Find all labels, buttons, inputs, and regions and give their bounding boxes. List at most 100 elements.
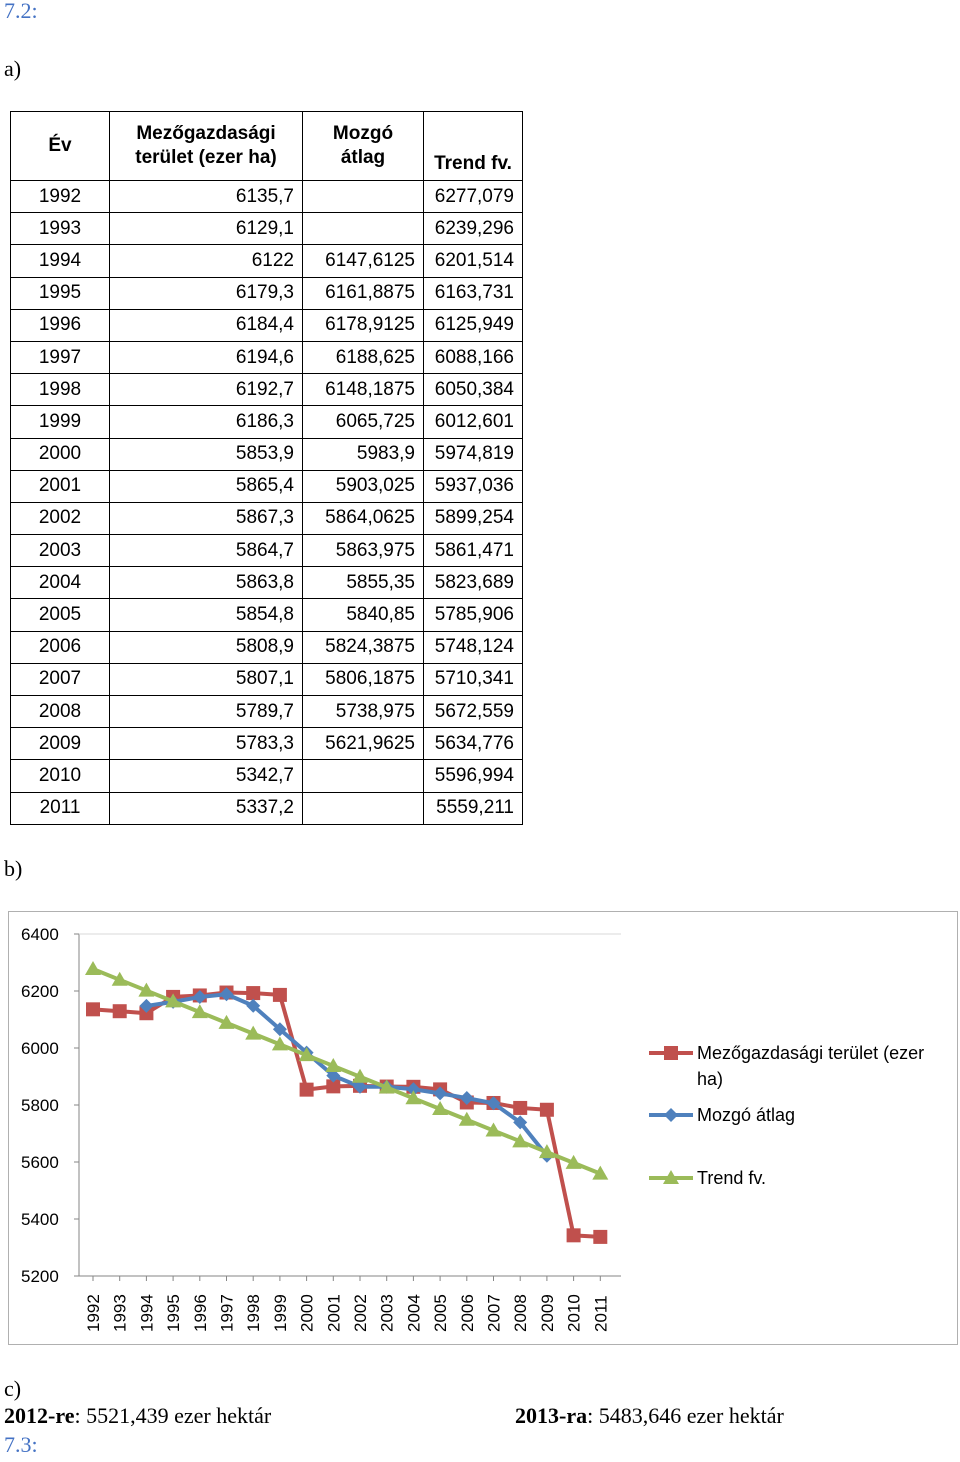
x-tick-label: 2008 xyxy=(511,1294,530,1332)
x-tick-label: 2000 xyxy=(298,1294,317,1332)
y-tick-label: 6400 xyxy=(21,925,59,944)
cell-moving-average: 6161,8875 xyxy=(302,276,424,310)
x-tick-label: 1997 xyxy=(218,1294,237,1332)
moving-average-series-point xyxy=(513,1115,528,1130)
cell-year: 2009 xyxy=(10,727,110,761)
cell-moving-average: 6147,6125 xyxy=(302,244,424,278)
table-row: 1997 6194,6 6188,625 6088,166 xyxy=(10,340,523,375)
trend-series-point xyxy=(352,1068,368,1083)
cell-year: 2007 xyxy=(10,662,110,697)
table-row: 1998 6192,7 6148,1875 6050,384 xyxy=(10,373,523,407)
trend-series-point xyxy=(298,1047,315,1062)
table-row: 1999 6186,3 6065,725 6012,601 xyxy=(10,405,523,439)
area-series-point xyxy=(326,1079,341,1094)
cell-area: 5808,9 xyxy=(109,630,303,664)
y-tick-label: 5400 xyxy=(21,1210,59,1229)
cell-area: 6192,7 xyxy=(109,373,303,407)
chart-svg: 6400 6200 6000 5800 5600 5400 5200 1992 1993 1994… xyxy=(21,925,929,1332)
cell-year: 1994 xyxy=(10,244,110,278)
cell-area: 5337,2 xyxy=(109,791,303,825)
answer-2013: 2013-ra: 5483,646 ezer hektár xyxy=(515,1404,784,1428)
subsection-b-label: b) xyxy=(4,856,23,881)
cell-trend: 5634,776 xyxy=(423,727,523,761)
cell-moving-average: 5738,975 xyxy=(302,694,424,729)
section-number-text: 7.3 xyxy=(4,1432,32,1457)
cell-year: 1996 xyxy=(10,308,110,342)
table-header-row: Év Mezőgazdasági terület (ezer ha) Mozgó… xyxy=(10,111,523,181)
cell-trend: 6012,601 xyxy=(423,405,523,439)
cell-year: 2000 xyxy=(10,437,110,471)
table-body: 1992 6135,7 6277,079 1993 6129,1 6239,296 1994… xyxy=(10,179,523,825)
trend-series-point xyxy=(111,971,128,986)
cell-moving-average: 5855,35 xyxy=(302,566,424,600)
trend-series-point xyxy=(405,1090,422,1105)
subsection-a-label: a) xyxy=(4,56,22,81)
cell-trend: 6050,384 xyxy=(423,373,523,407)
cell-area: 5867,3 xyxy=(109,501,303,536)
x-tick-label: 2007 xyxy=(485,1294,504,1332)
moving-average-series-point xyxy=(406,1082,421,1097)
cell-moving-average xyxy=(302,212,424,246)
cell-trend: 5748,124 xyxy=(423,630,523,664)
cell-moving-average: 5840,85 xyxy=(302,598,424,632)
legend-swatch-marker xyxy=(663,1170,679,1184)
trend-series-point xyxy=(458,1111,475,1126)
x-tick-label: 2004 xyxy=(404,1294,423,1332)
table-row: 2007 5807,1 5806,1875 5710,341 xyxy=(10,662,523,697)
cell-trend: 6277,079 xyxy=(423,179,523,214)
line-chart: 6400 6200 6000 5800 5600 5400 5200 1992 1993 1994… xyxy=(8,911,958,1345)
table-row: 2008 5789,7 5738,975 5672,559 xyxy=(10,694,523,729)
moving-average-series-point xyxy=(192,990,207,1005)
area-series-point xyxy=(593,1229,608,1244)
legend-label-trend: Trend fv. xyxy=(697,1168,766,1188)
moving-average-series-point xyxy=(219,987,234,1002)
trend-series-point xyxy=(432,1101,449,1116)
cell-area: 5853,9 xyxy=(109,437,303,471)
table-row: 2002 5867,3 5864,0625 5899,254 xyxy=(10,501,523,536)
x-tick-label: 1994 xyxy=(137,1294,156,1332)
cell-trend: 5710,341 xyxy=(423,662,523,697)
answer-2012-label: 2012-re xyxy=(4,1403,75,1428)
x-tick-label: 1996 xyxy=(191,1294,210,1332)
header-area: Mezőgazdasági terület (ezer ha) xyxy=(109,111,303,181)
moving-average-series-point xyxy=(353,1079,367,1094)
moving-average-series-point xyxy=(139,998,154,1013)
moving-average-series-point xyxy=(459,1091,474,1106)
cell-year: 1999 xyxy=(10,405,110,439)
cell-moving-average: 5863,975 xyxy=(302,534,424,568)
cell-year: 1998 xyxy=(10,373,110,407)
cell-moving-average: 6148,1875 xyxy=(302,373,424,407)
x-tick-label: 2009 xyxy=(538,1294,557,1332)
cell-area: 5865,4 xyxy=(109,469,303,503)
cell-trend: 5596,994 xyxy=(423,759,523,793)
y-tick-label: 5600 xyxy=(21,1153,59,1172)
area-series-point xyxy=(246,986,261,1001)
cell-trend: 6239,296 xyxy=(423,212,523,246)
moving-average-series-point xyxy=(272,1022,287,1037)
cell-trend: 6163,731 xyxy=(423,276,523,310)
cell-trend: 5937,036 xyxy=(423,469,523,503)
trend-series-point xyxy=(165,993,182,1008)
table-row: 2005 5854,8 5840,85 5785,906 xyxy=(10,598,523,632)
table-row: 2006 5808,9 5824,3875 5748,124 xyxy=(10,630,523,664)
cell-trend: 5672,559 xyxy=(423,694,523,729)
cell-year: 2003 xyxy=(10,534,110,568)
trend-series-point xyxy=(245,1025,262,1040)
trend-series-point xyxy=(325,1057,342,1072)
trend-series-point xyxy=(485,1122,502,1137)
answer-2012: 2012-re: 5521,439 ezer hektár xyxy=(4,1404,271,1428)
cell-year: 2011 xyxy=(10,791,110,825)
cell-year: 2001 xyxy=(10,469,110,503)
cell-trend: 5861,471 xyxy=(423,534,523,568)
header-year: Év xyxy=(10,111,110,181)
cell-area: 5342,7 xyxy=(109,759,303,793)
x-tick-label: 2011 xyxy=(591,1295,610,1332)
cell-area: 6186,3 xyxy=(109,405,303,439)
cell-year: 2002 xyxy=(10,501,110,536)
trend-series-point xyxy=(538,1144,555,1159)
trend-series-point xyxy=(191,1004,208,1019)
header-moving-average: Mozgó átlag xyxy=(302,111,424,181)
area-series-point xyxy=(299,1082,314,1097)
x-tick-label: 2001 xyxy=(324,1294,343,1332)
table-row: 2001 5865,4 5903,025 5937,036 xyxy=(10,469,523,503)
